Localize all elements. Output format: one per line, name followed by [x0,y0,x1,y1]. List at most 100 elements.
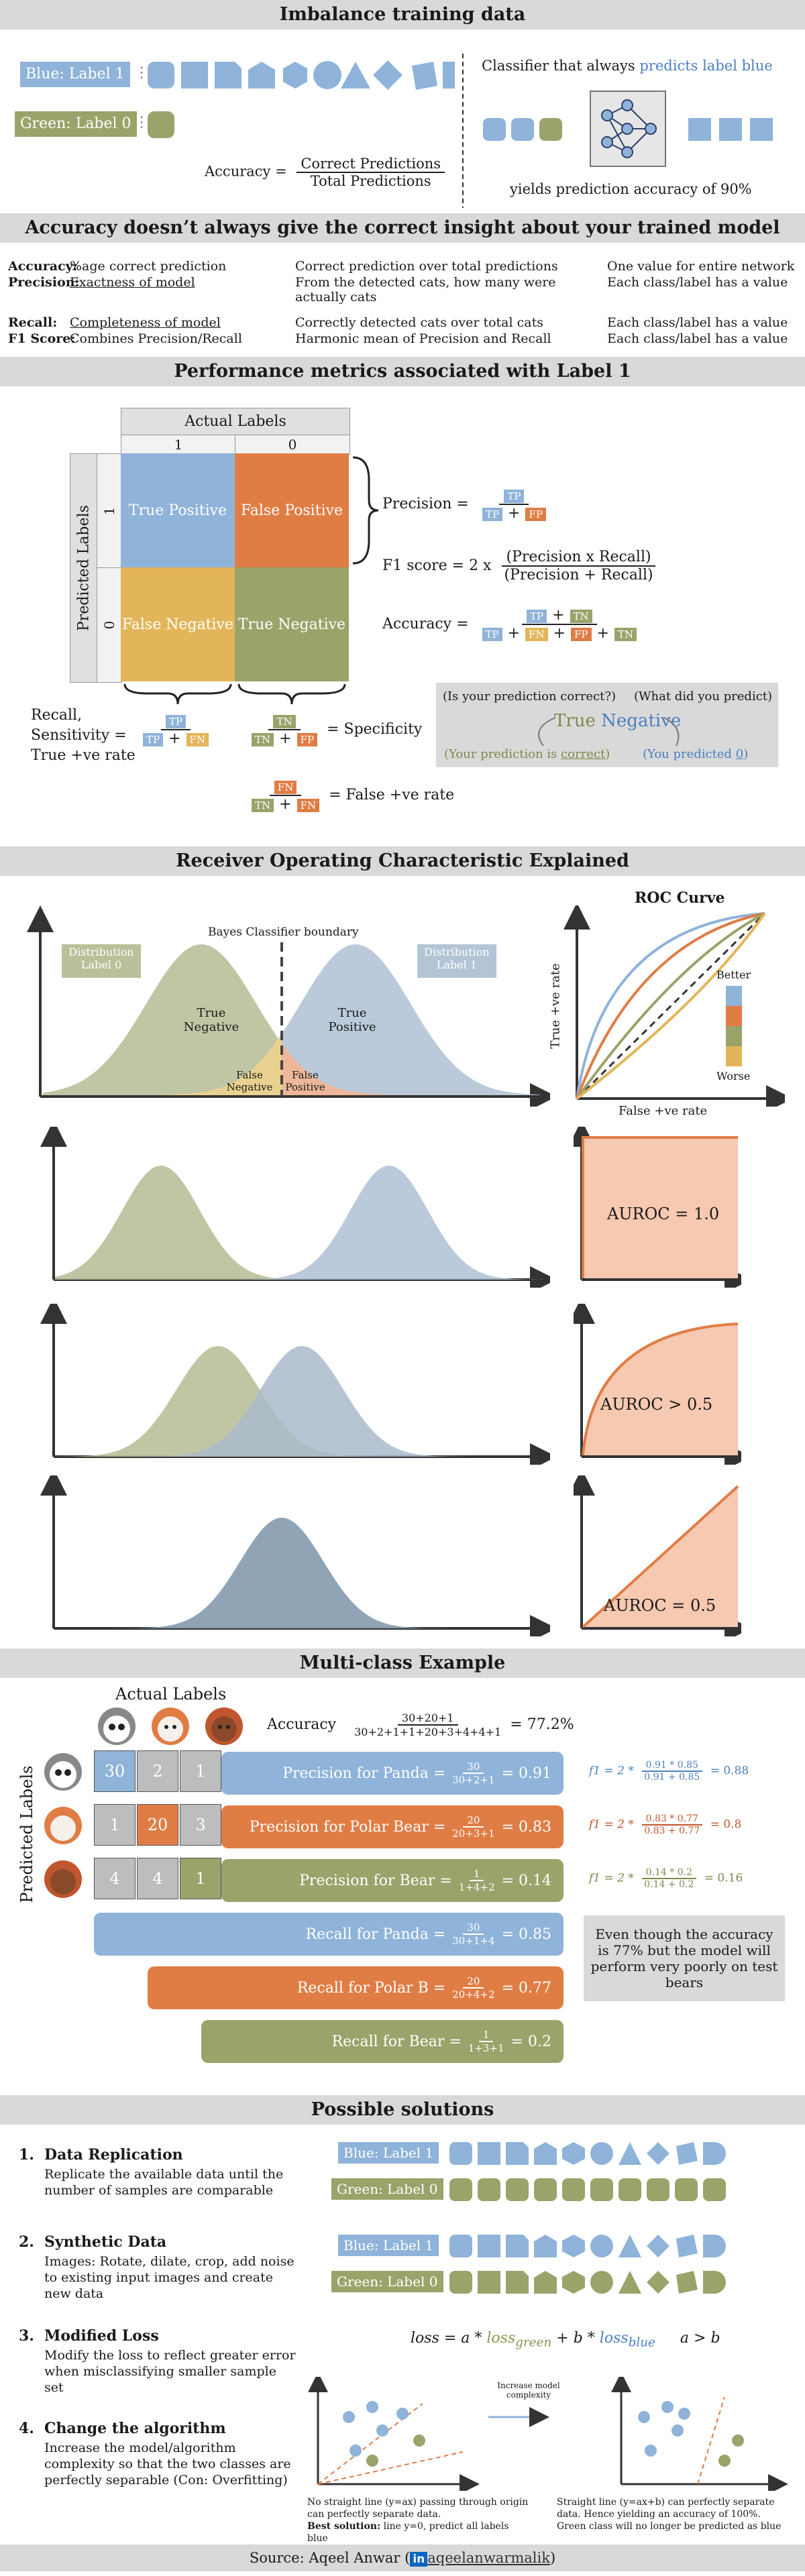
sample-shape [478,2271,500,2294]
recall-den: 20+4+2 [452,1989,495,2001]
imbalance-title: Imbalance training data [0,0,805,30]
insight-scope: Each class/label has a value [607,275,788,290]
recall-value: = 0.2 [511,2033,551,2050]
matrix-cell: 20 [137,1804,178,1846]
box-answer-2-word: 0 [735,747,744,761]
actual-labels-header: Actual Labels [121,408,350,436]
auroc-2-label: AUROC > 0.5 [600,1395,713,1414]
abbr-fp: FP [297,733,318,746]
abbr-fn: FN [297,799,320,812]
sample-shape [562,2142,585,2165]
box-negative: Negative [601,711,682,731]
classifier-highlight: predicts label blue [639,58,773,74]
tpr-label: True +ve rate [548,963,563,1049]
abbr-tn: TN [252,799,274,812]
recall-line-3: True +ve rate [31,747,136,764]
insight-detail: From the detected cats, how many were ac… [295,275,556,304]
roc-title: Receiver Operating Characteristic Explai… [0,846,805,876]
false-positive-region [282,1043,409,1095]
specificity-formula: TN TN + FP = Specificity [247,712,422,747]
f1-den: 0.91 + 0.85 [644,1772,700,1783]
sample-shape [534,2235,557,2257]
f1-den: 0.14 + 0.2 [644,1879,694,1890]
box-term: True Negative [554,711,681,731]
green-shape [148,111,174,138]
sample-shape [619,2142,641,2165]
solution-text: Modify the loss to reflect greater error… [44,2348,296,2395]
cell-false-positive: False Positive [235,453,349,567]
row-0-text: 0 [101,620,117,630]
recall-value: = 0.77 [501,1979,551,1997]
auroc-3-label: AUROC = 0.5 [604,1596,716,1615]
solution-title: Modified Loss [44,2327,159,2345]
sample-shape [676,2142,698,2165]
insight-term: F1 Score: [8,331,76,346]
footer: Source: Aqeel Anwar (in aqeelanwarmalik) [0,2544,805,2571]
precision-label: Precision = [382,496,469,512]
better-label: Better [716,968,751,981]
accuracy-label: Accuracy = [205,163,287,180]
solution-number: 2. [19,2233,34,2251]
sol1-label-blue: Blue: Label 1 [338,2142,439,2164]
footer-handle[interactable]: aqeelanwarmalik [427,2550,550,2566]
sample-shape [562,2271,585,2294]
auroc-2-plot [574,1304,741,1465]
precision-pill: Precision for Polar Bear = 20 20+3+1 = 0… [221,1805,564,1848]
recall-pill: Recall for Panda = 30 30+1+4 = 0.85 [94,1913,564,1956]
recall-pill: Recall for Bear = 1 1+3+1 = 0.2 [201,2020,564,2063]
insight-title: Accuracy doesn’t always give the correct… [0,213,805,243]
abbr-tp: TP [165,715,186,728]
box-answer-2-prefix: (You predicted [643,747,736,761]
f1-formula: F1 score = 2 x (Precision x Recall) (Pre… [382,549,657,583]
loss-blue: loss [599,2330,629,2347]
solution-shape-rows [449,2142,726,2294]
col-1-header: 1 [121,435,236,455]
footer-source: Source: Aqeel Anwar ( [249,2550,411,2566]
sample-shape [506,2271,529,2294]
recall-num: 20 [463,1975,484,1989]
sample-shape [590,2271,613,2294]
solution-text: Images: Rotate, dilate, crop, add noise … [44,2254,294,2301]
label-green-chip: Green: Label 0 [15,111,137,137]
false-negative-area: False Negative [226,1069,273,1093]
colon-mark: ⋮ [134,64,149,81]
recall-value: = 0.85 [501,1925,551,1943]
accuracy-formula: Accuracy = Correct Predictions Total Pre… [205,156,445,189]
predicted-labels-text: Predicted Labels [75,505,93,631]
precision-formula: Precision = TP TP + FP [382,487,551,522]
f1-value: = 0.8 [710,1817,742,1832]
mc-predicted-labels: Predicted Labels [17,1765,36,1903]
precision-num: 30 [463,1760,484,1774]
loss-green: loss [486,2330,516,2347]
predicted-labels-header: Predicted Labels [70,453,98,683]
abbr-tp: TP [482,628,502,641]
recall-num: 1 [478,2029,494,2042]
polar-bear-icon [152,1707,189,1745]
abbr-tp: TP [526,610,547,623]
abbr-fn: FN [274,781,297,794]
cell-false-negative: False Negative [121,567,235,681]
matrix-cell: 2 [137,1750,178,1792]
caption-left: No straight line (y=ax) passing through … [307,2496,529,2544]
box-true: True [554,711,596,731]
roc-curve-plot [564,905,785,1107]
increase-complexity-label: Increase model complexity [497,2381,560,2400]
abbr-fn: FN [186,733,209,746]
sample-shape [647,2235,669,2257]
abbr-fn: FN [525,628,548,641]
recall-den: 30+1+4 [452,1935,495,1947]
mc-accuracy-value: = 77.2% [510,1716,574,1733]
f1-value: = 0.16 [704,1871,743,1885]
matrix-cell: 1 [180,1750,221,1792]
abbr-tp: TP [482,508,502,521]
f1-prefix: f1 = 2 * [589,1817,634,1832]
sample-shape [506,2142,529,2165]
sample-shape [647,2142,669,2165]
precision-pill: Precision for Panda = 30 30+2+1 = 0.91 [221,1752,564,1795]
solution-title: Data Replication [44,2146,183,2164]
distribution-curve [55,1166,317,1280]
solutions-title: Possible solutions [0,2095,805,2125]
insight-scope: One value for entire network [607,259,795,274]
precision-label: Precision for Panda = [282,1765,446,1782]
sample-shape [676,2235,698,2257]
